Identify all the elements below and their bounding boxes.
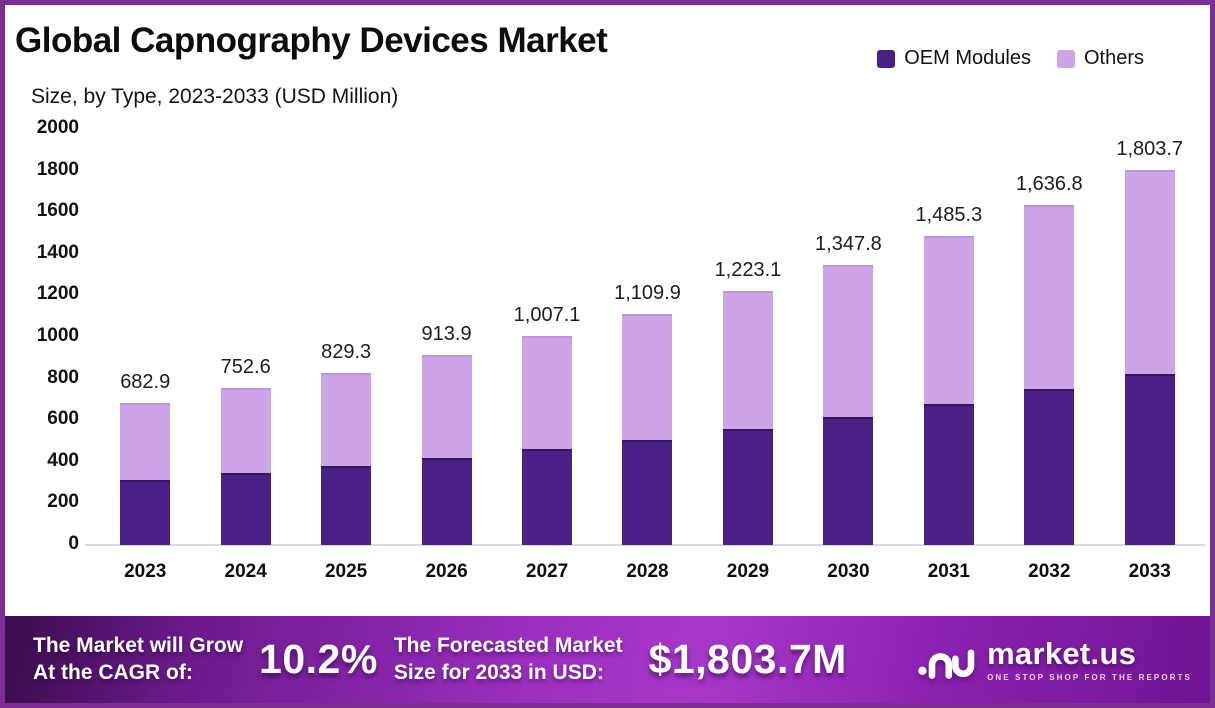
x-label-2024: 2024 [224,561,267,582]
marketus-tagline: ONE STOP SHOP FOR THE REPORTS [987,672,1192,682]
legend-item-others: Others [1056,47,1144,70]
bar-segment-oem-2026 [421,458,472,545]
bar-group-2031: 1,485.3 [899,128,999,545]
bar-group-2033: 1,803.7 [1100,128,1200,545]
x-axis-baseline [85,544,1205,546]
x-label-2027: 2027 [525,561,569,582]
bar-value-label-2025: 829.3 [321,340,372,363]
bar-segment-oem-2033 [1124,373,1175,545]
bar-group-2027: 1,007.1 [497,128,597,545]
bar-segment-others-2033 [1124,169,1175,374]
legend-label-others: Others [1083,47,1144,69]
x-label-2030: 2030 [827,561,870,582]
x-label-2026: 2026 [425,561,468,582]
x-label-2031: 2031 [927,561,970,582]
y-tick-200: 200 [47,491,79,513]
legend-label-oem: OEM Modules [904,47,1031,69]
y-tick-800: 800 [47,366,79,388]
legend-item-oem-modules: OEM Modules [877,47,1031,70]
bar-value-label-2027: 1,007.1 [513,303,581,326]
forecast-label-line1: The Forecasted Market [393,633,623,657]
chart-subtitle: Size, by Type, 2023-2033 (USD Million) [31,85,399,108]
bar-value-label-2031: 1,485.3 [915,204,983,227]
bar-segment-others-2023 [120,402,171,481]
x-label-2023: 2023 [124,561,167,582]
y-tick-1600: 1600 [36,200,79,222]
bar-segment-others-2026 [421,354,472,459]
page-title: Global Capnography Devices Market [15,21,608,60]
bar-group-2023: 682.9 [95,128,195,545]
forecast-value: $1,803.7M [648,636,847,682]
bar-segment-others-2030 [823,264,874,417]
bar-segment-oem-2025 [321,466,372,545]
bar-value-label-2026: 913.9 [421,322,472,345]
bar-segment-oem-2032 [1024,389,1075,545]
marketus-logo-icon [918,649,975,679]
bar-group-2032: 1,636.8 [999,128,1099,545]
forecast-label: The Forecasted Market Size for 2033 in U… [394,633,623,687]
y-tick-1200: 1200 [36,283,79,305]
cagr-label-line1: The Market will Grow [33,633,244,657]
cagr-label: The Market will Grow At the CAGR of: [33,633,243,687]
cagr-label-line2: At the CAGR of: [33,660,193,684]
forecast-label-line2: Size for 2033 in USD: [393,660,604,684]
bar-value-label-2029: 1,223.1 [714,258,782,281]
y-tick-1400: 1400 [36,241,79,263]
footer-banner: The Market will Grow At the CAGR of: 10.… [5,616,1210,703]
cagr-value: 10.2% [259,636,378,682]
x-label-2025: 2025 [324,561,368,582]
marketus-logo: market.us ONE STOP SHOP FOR THE REPORTS [917,637,1192,683]
marketus-wordmark: market.us [987,635,1137,671]
bar-chart-plot: 682.9 752.6 829.3 913.9 1,007.1 1,109.9 1,223.… [95,128,1200,545]
legend-swatch-others-icon [1056,49,1075,68]
bar-segment-others-2025 [321,372,372,467]
bar-segment-others-2024 [220,388,271,474]
bar-value-label-2024: 752.6 [220,356,271,379]
bar-segment-others-2032 [1024,204,1075,390]
y-tick-0: 0 [68,533,79,554]
legend-swatch-oem-icon [877,49,896,68]
bar-segment-others-2027 [522,335,573,450]
y-tick-1800: 1800 [36,158,79,180]
bar-value-label-2033: 1,803.7 [1116,137,1184,160]
x-axis: 2023 2024 2025 2026 2027 2028 2029 2030 2031 2032… [95,561,1200,583]
bar-segment-oem-2031 [923,403,974,545]
x-label-2029: 2029 [726,561,770,582]
y-tick-600: 600 [47,408,79,430]
bar-group-2028: 1,109.9 [597,128,697,545]
bar-group-2024: 752.6 [195,128,295,545]
y-tick-2000: 2000 [36,117,79,138]
bar-value-label-2030: 1,347.8 [815,232,882,255]
y-tick-1000: 1000 [36,325,79,346]
bar-segment-oem-2030 [823,416,874,545]
bar-value-label-2028: 1,109.9 [614,282,681,305]
y-tick-400: 400 [47,449,79,471]
bar-segment-oem-2028 [622,439,673,545]
bar-segment-others-2028 [622,314,673,440]
bar-segment-oem-2027 [522,449,573,545]
x-label-2028: 2028 [626,561,669,582]
bar-segment-others-2031 [923,236,974,404]
bar-value-label-2032: 1,636.8 [1015,172,1083,195]
x-label-2032: 2032 [1028,561,1071,582]
bar-segment-oem-2024 [220,473,271,545]
bar-group-2025: 829.3 [296,128,396,545]
y-axis: 0 200 400 600 800 1000 1200 1400 1600 1800 2000 [13,5,79,605]
x-label-2033: 2033 [1128,561,1171,582]
bar-value-label-2023: 682.9 [120,370,171,393]
bar-segment-oem-2029 [722,428,773,545]
bar-group-2026: 913.9 [396,128,496,545]
bar-group-2030: 1,347.8 [798,128,898,545]
bar-segment-others-2029 [722,290,773,429]
bar-segment-oem-2023 [120,480,171,545]
chart-legend: OEM Modules Others [877,47,1144,70]
bar-group-2029: 1,223.1 [698,128,798,545]
